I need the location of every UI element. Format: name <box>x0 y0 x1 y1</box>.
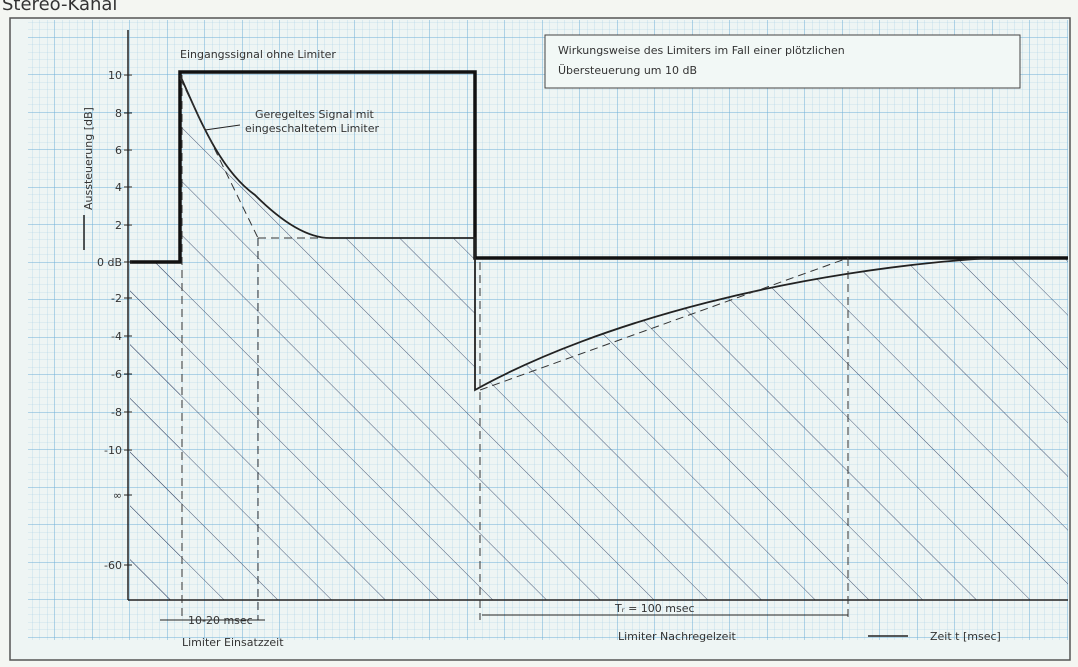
pointer <box>204 124 241 131</box>
legend-text: Wirkungsweise des Limiters im Fall einer… <box>558 44 845 57</box>
regulated-signal <box>179 74 991 392</box>
annotation: Geregeltes Signal mit <box>255 108 375 121</box>
y-tick-label: 4 <box>115 181 122 194</box>
y-tick-label: -6 <box>111 368 122 381</box>
x-axis-label: Zeit t [msec] <box>930 630 1001 643</box>
input-signal <box>130 70 1068 264</box>
hatching <box>130 262 180 600</box>
legend-box <box>544 34 1021 89</box>
guide-lines <box>179 75 849 620</box>
y-tick-label: 6 <box>115 144 122 157</box>
y-tick-label: 0 dB <box>97 256 122 269</box>
x-annotation: Limiter Einsatzzeit <box>182 636 284 649</box>
x-annotation: Limiter Nachregelzeit <box>618 630 736 643</box>
y-axis-label: Aussteuerung [dB] <box>82 107 95 210</box>
y-tick-label: ∞ <box>113 489 122 502</box>
y-tick-label: -4 <box>111 330 122 343</box>
y-tick-label: -2 <box>111 292 122 305</box>
legend-text: Übersteuerung um 10 dB <box>558 64 697 77</box>
y-tick-label: 8 <box>115 107 122 120</box>
annotation: eingeschaltetem Limiter <box>245 122 380 135</box>
hatching <box>130 75 1068 600</box>
y-tick-label: 2 <box>115 219 122 232</box>
y-tick-label: 10 <box>108 69 122 82</box>
y-tick-label: -10 <box>104 444 122 457</box>
x-annotation: Tᵣ = 100 msec <box>614 602 695 615</box>
heading: Stereo-Kanal <box>2 0 117 15</box>
y-tick-label: -8 <box>111 406 122 419</box>
y-tick-label: -60 <box>104 559 122 572</box>
annotation: Eingangssignal ohne Limiter <box>180 48 336 61</box>
x-annotation: 10-20 msec <box>188 614 253 627</box>
